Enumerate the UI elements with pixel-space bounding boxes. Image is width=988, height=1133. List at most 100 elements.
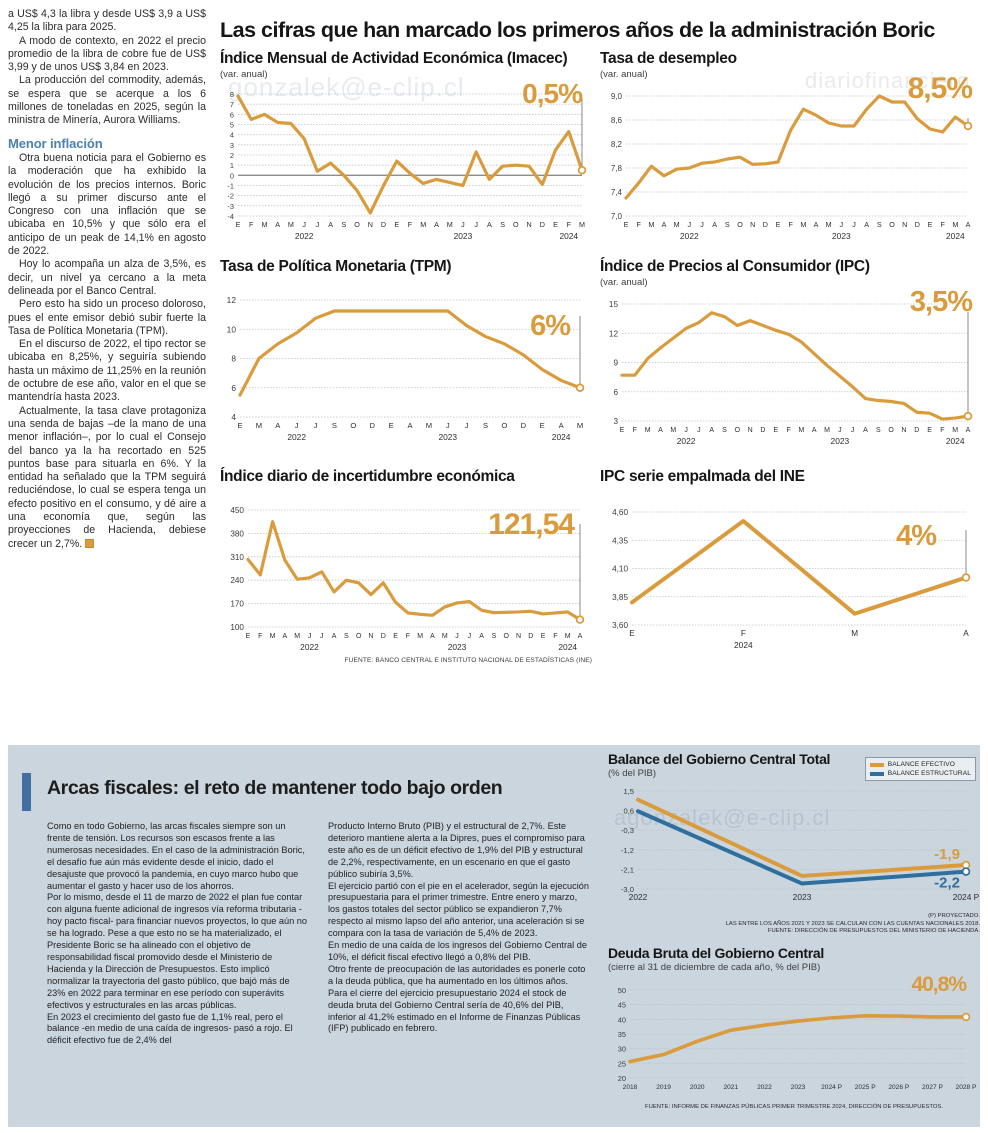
svg-text:8: 8: [230, 90, 234, 99]
svg-text:M: M: [826, 220, 832, 229]
legend-swatch-icon: [869, 771, 884, 776]
svg-text:M: M: [565, 633, 571, 640]
plot-area: 1,5 0,6 -0,3 -1,2 -2,1 -3,0 2022 2023 2024 P -1,9…: [608, 783, 980, 913]
svg-text:2018: 2018: [623, 1084, 638, 1091]
svg-text:2024: 2024: [558, 642, 577, 652]
svg-text:35: 35: [618, 1030, 626, 1039]
svg-text:O: O: [889, 220, 895, 229]
svg-text:15: 15: [609, 300, 619, 309]
svg-text:J: J: [314, 421, 318, 430]
svg-text:2026 P: 2026 P: [888, 1084, 910, 1091]
svg-text:F: F: [940, 427, 944, 434]
svg-text:A: A: [658, 427, 663, 434]
svg-text:F: F: [786, 427, 790, 434]
svg-text:J: J: [295, 421, 299, 430]
svg-text:2023: 2023: [448, 642, 467, 652]
svg-text:M: M: [670, 427, 676, 434]
svg-text:E: E: [237, 421, 242, 430]
svg-text:M: M: [442, 633, 448, 640]
balance-note-2: LAS ENTRE LOS AÑOS 2021 Y 2023 SE CALCUL…: [725, 920, 980, 927]
svg-text:-2,1: -2,1: [621, 865, 634, 874]
svg-text:F: F: [258, 633, 262, 640]
svg-text:2022: 2022: [300, 642, 319, 652]
svg-text:N: N: [526, 220, 531, 229]
svg-text:F: F: [940, 220, 945, 229]
chart-svg: 9,08,68,27,87,47,0E F M A M J J A S O N D E F M A M J J A S O…: [611, 92, 973, 241]
svg-text:-4: -4: [227, 212, 234, 221]
svg-text:F: F: [406, 633, 410, 640]
svg-text:M: M: [579, 220, 585, 229]
svg-text:N: N: [368, 220, 373, 229]
chart-title: Índice Mensual de Actividad Económica (I…: [220, 50, 568, 67]
svg-text:J: J: [851, 427, 855, 434]
svg-text:J: J: [840, 220, 844, 229]
svg-text:E: E: [236, 220, 241, 229]
svg-text:20: 20: [618, 1074, 626, 1083]
svg-text:A: A: [479, 633, 484, 640]
svg-text:M: M: [420, 220, 426, 229]
article-paragraph: La producción del commodity, además, se …: [8, 74, 206, 127]
article-paragraph: A modo de contexto, en 2022 el precio pr…: [8, 34, 206, 74]
svg-text:2022: 2022: [680, 231, 699, 241]
svg-text:S: S: [492, 633, 497, 640]
svg-text:A: A: [662, 220, 667, 229]
chart-desempleo: Tasa de desempleo (var. anual) 9,0 8,6 8,2…: [600, 50, 980, 246]
svg-text:N: N: [902, 220, 907, 229]
svg-text:-2,2: -2,2: [934, 875, 960, 892]
svg-text:2022: 2022: [757, 1084, 772, 1091]
svg-text:2022: 2022: [629, 892, 648, 902]
end-mark-icon: [85, 538, 95, 548]
svg-text:J: J: [308, 633, 312, 640]
accent-bar: [22, 773, 31, 811]
svg-text:J: J: [697, 427, 701, 434]
svg-text:A: A: [559, 421, 565, 430]
svg-text:E: E: [541, 633, 546, 640]
svg-text:N: N: [901, 427, 906, 434]
svg-text:F: F: [636, 220, 641, 229]
svg-text:M: M: [645, 427, 651, 434]
balance-note-3: FUENTE: DIRECCIÓN DE PRESUPUESTOS DEL MI…: [767, 928, 980, 935]
legend-label: BALANCE ESTRUCTURAL: [887, 770, 971, 777]
svg-text:F: F: [741, 629, 746, 638]
chart-svg: 4,60 4,35 4,10 3,85 3,60E F M A 2024: [612, 508, 971, 650]
svg-text:9,0: 9,0: [611, 92, 623, 101]
svg-text:5: 5: [230, 121, 234, 130]
svg-text:E: E: [773, 427, 778, 434]
svg-text:S: S: [483, 421, 488, 430]
plot-area: 12 10 8 6 4 E M A J J S O D E A M J J S O D E A M 2022 2023 2024 6…: [220, 290, 592, 445]
svg-text:9: 9: [613, 359, 618, 368]
svg-text:J: J: [465, 421, 469, 430]
deuda-source-note: FUENTE: INFORME DE FINANZAS PÚBLICAS PRI…: [645, 1104, 943, 1110]
chart-callout-value: 121,54: [488, 508, 575, 541]
chart-legend: BALANCE EFECTIVO BALANCE ESTRUCTURAL: [864, 757, 976, 781]
svg-text:-1,2: -1,2: [621, 846, 634, 855]
svg-text:A: A: [332, 633, 337, 640]
svg-text:M: M: [447, 220, 453, 229]
svg-text:3: 3: [613, 417, 618, 426]
svg-text:6: 6: [613, 388, 618, 397]
svg-text:N: N: [750, 220, 755, 229]
fiscal-article-title: Arcas fiscales: el reto de mantener todo…: [47, 777, 503, 799]
svg-text:2024: 2024: [734, 640, 753, 650]
svg-text:2024: 2024: [946, 436, 965, 446]
svg-text:A: A: [283, 633, 288, 640]
svg-text:A: A: [712, 220, 717, 229]
svg-text:2025 P: 2025 P: [855, 1084, 877, 1091]
source-note: FUENTE: BANCO CENTRAL E INSTITUTO NACION…: [344, 657, 592, 664]
svg-text:M: M: [851, 629, 858, 638]
svg-text:4,10: 4,10: [612, 565, 628, 574]
svg-text:10: 10: [227, 324, 237, 334]
svg-text:-3,0: -3,0: [621, 885, 634, 894]
svg-text:12: 12: [227, 295, 237, 305]
svg-text:N: N: [368, 633, 373, 640]
svg-text:S: S: [877, 220, 882, 229]
svg-text:2023: 2023: [438, 432, 457, 442]
chart-title: Tasa de desempleo: [600, 50, 737, 67]
svg-text:E: E: [927, 427, 932, 434]
svg-text:3,60: 3,60: [612, 621, 628, 630]
svg-text:50: 50: [618, 986, 626, 995]
svg-text:6: 6: [231, 383, 236, 393]
svg-text:4,60: 4,60: [612, 508, 628, 517]
svg-text:M: M: [577, 421, 583, 430]
